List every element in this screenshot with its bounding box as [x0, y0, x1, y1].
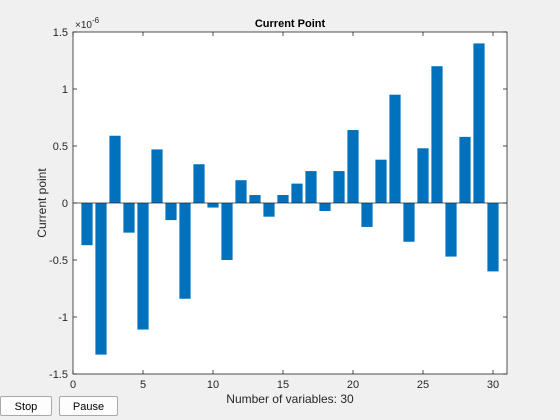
bar-6: [151, 149, 163, 203]
bar-5: [137, 203, 149, 330]
bar-28: [459, 136, 471, 203]
y-tick-label: 0: [62, 198, 68, 210]
x-tick-label: 30: [487, 379, 499, 391]
bar-18: [319, 203, 331, 211]
bar-23: [389, 94, 401, 203]
y-axis-label: Current point: [35, 168, 49, 238]
bar-16: [291, 183, 303, 203]
stop-button[interactable]: Stop: [0, 396, 52, 416]
bar-22: [375, 159, 387, 203]
bars-group: [81, 43, 499, 355]
chart-title: Current Point: [255, 18, 326, 30]
x-tick-label: 5: [140, 379, 146, 391]
bar-19: [333, 171, 345, 203]
bar-27: [445, 203, 457, 257]
bar-26: [431, 66, 443, 203]
y-tick-label: -1: [58, 312, 68, 324]
bar-14: [263, 203, 275, 217]
y-tick-label: -0.5: [49, 255, 68, 267]
bar-12: [235, 180, 247, 203]
y-exponent-base: ×10: [75, 20, 92, 31]
pause-button[interactable]: Pause: [59, 396, 118, 416]
bar-21: [361, 203, 373, 227]
x-tick-label: 10: [207, 379, 219, 391]
y-exponent-label: ×10-6: [75, 16, 100, 31]
bar-3: [109, 135, 121, 203]
y-axis-ticks: -1.5 -1 -0.5 0 0.5 1 1.5: [49, 27, 507, 381]
y-tick-label: -1.5: [49, 369, 68, 381]
bar-4: [123, 203, 135, 233]
bar-2: [95, 203, 107, 355]
y-exponent-power: -6: [92, 16, 100, 25]
bar-29: [473, 43, 485, 204]
bar-24: [403, 203, 415, 242]
bar-10: [207, 203, 219, 208]
bar-17: [305, 171, 317, 203]
x-tick-label: 20: [347, 379, 359, 391]
bar-9: [193, 164, 205, 203]
x-axis-label: Number of variables: 30: [226, 392, 354, 406]
x-tick-label: 15: [277, 379, 289, 391]
bar-30: [487, 203, 499, 272]
bar-7: [165, 203, 177, 221]
x-axis-ticks: 0 5 10 15 20 25 30: [70, 32, 499, 391]
bar-13: [249, 195, 261, 203]
y-tick-label: 1: [62, 84, 68, 96]
bar-20: [347, 130, 359, 203]
bar-11: [221, 203, 233, 260]
bar-25: [417, 148, 429, 203]
bar-15: [277, 195, 289, 203]
bar-8: [179, 203, 191, 299]
bar-1: [81, 203, 93, 246]
y-tick-label: 1.5: [53, 27, 68, 39]
x-tick-label: 25: [417, 379, 429, 391]
y-tick-label: 0.5: [53, 141, 68, 153]
x-tick-label: 0: [70, 379, 76, 391]
